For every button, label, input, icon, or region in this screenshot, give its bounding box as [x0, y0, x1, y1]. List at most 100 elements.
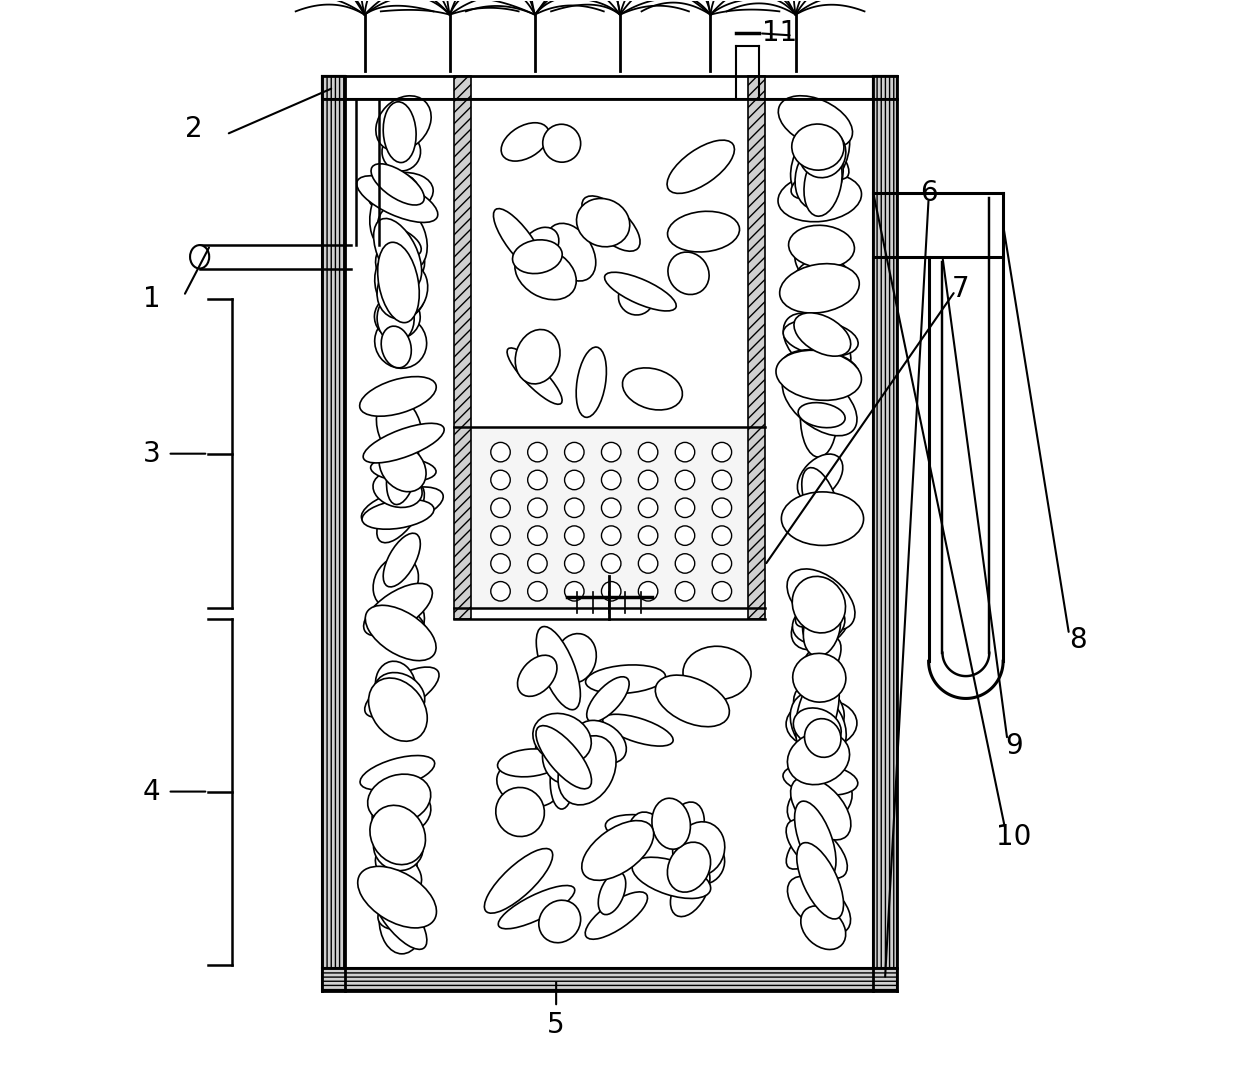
Ellipse shape	[378, 805, 417, 879]
Ellipse shape	[536, 717, 570, 764]
Text: 7: 7	[952, 274, 970, 303]
Ellipse shape	[374, 252, 427, 318]
Circle shape	[676, 471, 694, 490]
Text: 11: 11	[763, 19, 797, 47]
Ellipse shape	[804, 148, 842, 217]
Ellipse shape	[667, 140, 734, 193]
Circle shape	[712, 526, 732, 545]
Ellipse shape	[542, 732, 584, 783]
Ellipse shape	[605, 272, 676, 310]
Ellipse shape	[799, 402, 846, 428]
Ellipse shape	[789, 225, 854, 268]
Ellipse shape	[501, 123, 549, 161]
Circle shape	[491, 582, 511, 601]
Ellipse shape	[642, 811, 684, 873]
Ellipse shape	[802, 467, 839, 537]
Ellipse shape	[362, 499, 434, 529]
Ellipse shape	[371, 458, 436, 481]
Ellipse shape	[377, 793, 424, 835]
Bar	[873, 76, 897, 968]
Ellipse shape	[190, 245, 210, 269]
Ellipse shape	[536, 626, 580, 710]
Ellipse shape	[363, 424, 444, 463]
Ellipse shape	[801, 906, 846, 950]
Ellipse shape	[497, 749, 560, 777]
Ellipse shape	[367, 604, 425, 646]
Ellipse shape	[787, 776, 852, 829]
Ellipse shape	[377, 294, 414, 343]
Ellipse shape	[377, 261, 428, 319]
Ellipse shape	[667, 211, 739, 252]
Ellipse shape	[363, 584, 433, 636]
Ellipse shape	[662, 802, 704, 864]
Ellipse shape	[379, 443, 427, 492]
Ellipse shape	[632, 857, 711, 898]
Text: 2: 2	[186, 115, 203, 143]
Circle shape	[639, 471, 658, 490]
Circle shape	[564, 554, 584, 573]
Ellipse shape	[374, 316, 427, 368]
Text: 10: 10	[996, 823, 1032, 850]
Ellipse shape	[792, 576, 846, 633]
Ellipse shape	[780, 264, 859, 313]
Circle shape	[676, 526, 694, 545]
Circle shape	[528, 526, 547, 545]
Ellipse shape	[373, 219, 422, 289]
Ellipse shape	[585, 665, 666, 694]
Ellipse shape	[577, 720, 626, 763]
Ellipse shape	[787, 569, 854, 631]
Circle shape	[676, 443, 694, 462]
Ellipse shape	[795, 142, 843, 209]
Circle shape	[601, 498, 621, 517]
Ellipse shape	[792, 124, 844, 170]
Ellipse shape	[521, 227, 559, 265]
Circle shape	[712, 471, 732, 490]
Ellipse shape	[368, 678, 428, 742]
Text: 3: 3	[143, 440, 161, 467]
Circle shape	[564, 582, 584, 601]
Ellipse shape	[376, 96, 432, 152]
Ellipse shape	[790, 692, 846, 759]
Bar	[346, 76, 873, 968]
Ellipse shape	[794, 707, 841, 747]
Ellipse shape	[361, 487, 443, 526]
Ellipse shape	[378, 242, 419, 322]
Ellipse shape	[792, 653, 846, 702]
Ellipse shape	[516, 330, 560, 384]
Ellipse shape	[646, 837, 699, 887]
Ellipse shape	[797, 339, 833, 388]
Circle shape	[564, 443, 584, 462]
Ellipse shape	[804, 600, 841, 656]
Ellipse shape	[795, 130, 849, 179]
Ellipse shape	[794, 683, 844, 734]
Ellipse shape	[377, 396, 422, 459]
Circle shape	[712, 498, 732, 517]
Ellipse shape	[786, 810, 844, 870]
Circle shape	[528, 582, 547, 601]
Ellipse shape	[799, 128, 846, 178]
Ellipse shape	[378, 901, 418, 929]
Ellipse shape	[577, 347, 606, 417]
Ellipse shape	[791, 599, 849, 650]
Circle shape	[601, 443, 621, 462]
Ellipse shape	[786, 819, 847, 878]
Ellipse shape	[782, 368, 857, 435]
Ellipse shape	[365, 667, 439, 717]
Ellipse shape	[795, 801, 836, 878]
Ellipse shape	[784, 320, 858, 356]
Circle shape	[676, 498, 694, 517]
Ellipse shape	[357, 866, 436, 928]
Ellipse shape	[551, 751, 574, 809]
Ellipse shape	[791, 168, 841, 200]
Bar	[322, 76, 346, 99]
Ellipse shape	[779, 96, 853, 148]
Circle shape	[601, 582, 621, 601]
Ellipse shape	[357, 176, 438, 222]
Circle shape	[528, 443, 547, 462]
Circle shape	[639, 443, 658, 462]
Ellipse shape	[791, 121, 849, 197]
Ellipse shape	[512, 240, 562, 273]
Bar	[471, 427, 748, 608]
Ellipse shape	[366, 605, 436, 660]
Ellipse shape	[800, 381, 842, 420]
